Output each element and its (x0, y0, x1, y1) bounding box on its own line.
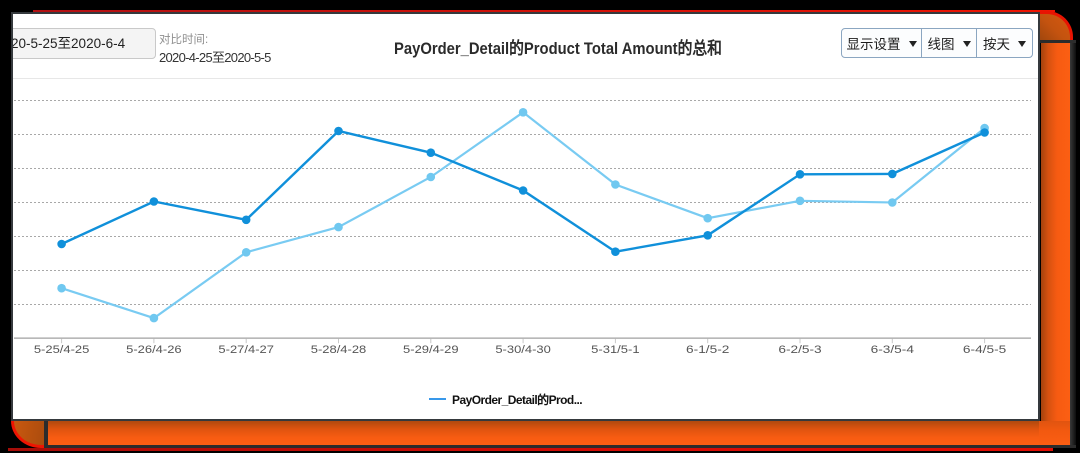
svg-text:5-25/4-25: 5-25/4-25 (34, 344, 90, 356)
svg-text:6-4/5-5: 6-4/5-5 (963, 344, 1006, 356)
svg-text:5-31/5-1: 5-31/5-1 (591, 344, 639, 356)
svg-text:6-2/5-3: 6-2/5-3 (778, 344, 821, 356)
svg-text:5-29/4-29: 5-29/4-29 (403, 344, 459, 356)
svg-text:6-3/5-4: 6-3/5-4 (871, 344, 914, 356)
svg-text:5-26/4-26: 5-26/4-26 (126, 344, 182, 356)
svg-text:5-30/4-30: 5-30/4-30 (495, 344, 551, 356)
svg-text:5-27/4-27: 5-27/4-27 (218, 344, 274, 356)
svg-text:5-28/4-28: 5-28/4-28 (311, 344, 367, 356)
svg-text:6-1/5-2: 6-1/5-2 (686, 344, 729, 356)
